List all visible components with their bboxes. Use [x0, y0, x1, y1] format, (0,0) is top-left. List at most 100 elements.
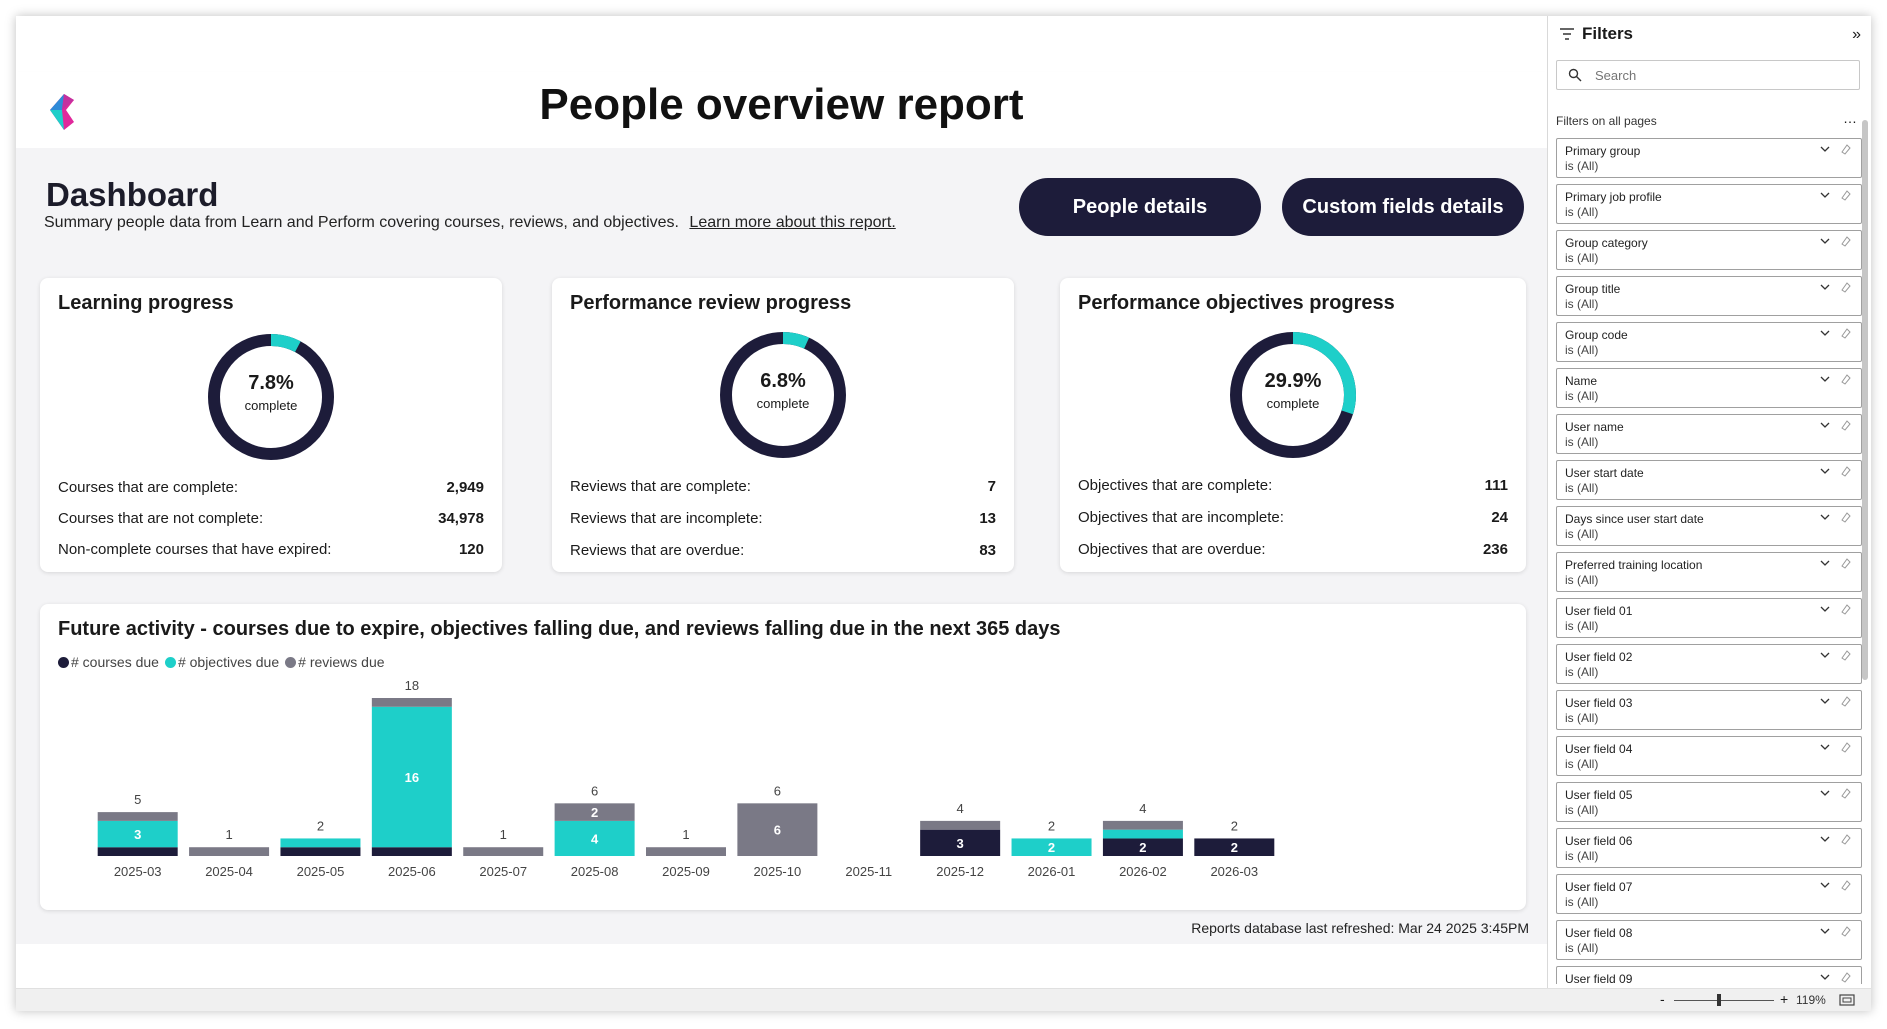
- bar-segment[interactable]: [554, 820, 635, 856]
- clear-filter-icon[interactable]: [1839, 143, 1851, 155]
- filter-card[interactable]: User field 02 is (All): [1556, 644, 1862, 684]
- bar-total-label: 4: [957, 801, 964, 816]
- chevron-down-icon[interactable]: [1819, 741, 1831, 753]
- filter-card[interactable]: Name is (All): [1556, 368, 1862, 408]
- collapse-filters-icon[interactable]: »: [1852, 26, 1861, 43]
- bar-segment[interactable]: [97, 820, 178, 848]
- filter-card[interactable]: Group code is (All): [1556, 322, 1862, 362]
- learn-more-link[interactable]: Learn more about this report.: [689, 214, 896, 231]
- filter-name: User field 07: [1565, 880, 1633, 894]
- bar-segment[interactable]: [737, 803, 818, 856]
- chevron-down-icon[interactable]: [1819, 833, 1831, 845]
- bar-segment[interactable]: [280, 847, 361, 856]
- filter-card[interactable]: Days since user start date is (All): [1556, 506, 1862, 546]
- bar-segment[interactable]: [1102, 838, 1183, 856]
- filter-card[interactable]: Group category is (All): [1556, 230, 1862, 270]
- chevron-down-icon[interactable]: [1819, 787, 1831, 799]
- zoom-out-button[interactable]: -: [1660, 991, 1665, 1007]
- chevron-down-icon[interactable]: [1819, 235, 1831, 247]
- bar-segment[interactable]: [1011, 838, 1092, 856]
- filters-scrollbar[interactable]: [1862, 120, 1868, 680]
- legend-item-reviews[interactable]: # reviews due: [285, 654, 385, 670]
- filter-card[interactable]: User field 06 is (All): [1556, 828, 1862, 868]
- filter-name: Primary job profile: [1565, 190, 1662, 204]
- bar-segment[interactable]: [920, 829, 1001, 856]
- bar-segment[interactable]: [554, 803, 635, 821]
- filter-card[interactable]: Preferred training location is (All): [1556, 552, 1862, 592]
- filter-card[interactable]: Primary job profile is (All): [1556, 184, 1862, 224]
- filter-card[interactable]: User name is (All): [1556, 414, 1862, 454]
- chevron-down-icon[interactable]: [1819, 281, 1831, 293]
- clear-filter-icon[interactable]: [1839, 511, 1851, 523]
- bar-segment[interactable]: [97, 847, 178, 856]
- clear-filter-icon[interactable]: [1839, 649, 1851, 661]
- bar-segment[interactable]: [371, 706, 452, 848]
- clear-filter-icon[interactable]: [1839, 879, 1851, 891]
- legend-item-objectives[interactable]: # objectives due: [164, 654, 279, 670]
- filter-card[interactable]: Primary group is (All): [1556, 138, 1862, 178]
- stat-row: Courses that are complete: 2,949: [58, 479, 484, 499]
- filter-card[interactable]: User field 05 is (All): [1556, 782, 1862, 822]
- people-details-button[interactable]: People details: [1019, 178, 1261, 236]
- bar-segment[interactable]: [1194, 838, 1275, 856]
- zoom-in-button[interactable]: +: [1780, 991, 1789, 1007]
- fit-to-page-icon[interactable]: [1839, 994, 1855, 1006]
- bar-segment[interactable]: [189, 847, 270, 856]
- chevron-down-icon[interactable]: [1819, 373, 1831, 385]
- clear-filter-icon[interactable]: [1839, 235, 1851, 247]
- custom-fields-details-button[interactable]: Custom fields details: [1282, 178, 1524, 236]
- chevron-down-icon[interactable]: [1819, 649, 1831, 661]
- chevron-down-icon[interactable]: [1819, 557, 1831, 569]
- chevron-down-icon[interactable]: [1819, 465, 1831, 477]
- bar-segment[interactable]: [1102, 829, 1183, 839]
- clear-filter-icon[interactable]: [1839, 787, 1851, 799]
- bar-segment[interactable]: [371, 847, 452, 856]
- donut-complete-arc: [208, 334, 334, 460]
- legend-item-courses[interactable]: # courses due: [58, 654, 159, 670]
- filter-card[interactable]: User field 08 is (All): [1556, 920, 1862, 960]
- bar-segment[interactable]: [463, 847, 544, 856]
- chevron-down-icon[interactable]: [1819, 971, 1831, 983]
- clear-filter-icon[interactable]: [1839, 281, 1851, 293]
- chevron-down-icon[interactable]: [1819, 327, 1831, 339]
- clear-filter-icon[interactable]: [1839, 695, 1851, 707]
- zoom-slider-track[interactable]: [1674, 1000, 1774, 1001]
- chevron-down-icon[interactable]: [1819, 925, 1831, 937]
- donut-label: complete: [756, 396, 810, 411]
- chevron-down-icon[interactable]: [1819, 603, 1831, 615]
- clear-filter-icon[interactable]: [1839, 833, 1851, 845]
- filters-search-input[interactable]: [1556, 60, 1860, 90]
- clear-filter-icon[interactable]: [1839, 971, 1851, 983]
- bar-segment[interactable]: [920, 820, 1001, 830]
- filter-card[interactable]: User field 04 is (All): [1556, 736, 1862, 776]
- zoom-slider-thumb[interactable]: [1717, 994, 1721, 1006]
- chevron-down-icon[interactable]: [1819, 511, 1831, 523]
- bar-segment[interactable]: [280, 838, 361, 848]
- clear-filter-icon[interactable]: [1839, 465, 1851, 477]
- clear-filter-icon[interactable]: [1839, 373, 1851, 385]
- filter-card[interactable]: User field 09is (All): [1556, 966, 1862, 984]
- clear-filter-icon[interactable]: [1839, 419, 1851, 431]
- bar-segment[interactable]: [1102, 820, 1183, 830]
- report-header: People overview report: [16, 72, 1547, 148]
- bar-segment[interactable]: [646, 847, 726, 856]
- bar-segment[interactable]: [371, 698, 452, 707]
- filter-card[interactable]: Group title is (All): [1556, 276, 1862, 316]
- chevron-down-icon[interactable]: [1819, 143, 1831, 155]
- clear-filter-icon[interactable]: [1839, 925, 1851, 937]
- filter-card[interactable]: User start date is (All): [1556, 460, 1862, 500]
- clear-filter-icon[interactable]: [1839, 603, 1851, 615]
- bar-segment[interactable]: [97, 812, 178, 821]
- clear-filter-icon[interactable]: [1839, 189, 1851, 201]
- filter-card[interactable]: User field 07 is (All): [1556, 874, 1862, 914]
- clear-filter-icon[interactable]: [1839, 741, 1851, 753]
- filter-card[interactable]: User field 03 is (All): [1556, 690, 1862, 730]
- clear-filter-icon[interactable]: [1839, 327, 1851, 339]
- more-options-icon[interactable]: …: [1843, 110, 1857, 126]
- chevron-down-icon[interactable]: [1819, 419, 1831, 431]
- filter-card[interactable]: User field 01 is (All): [1556, 598, 1862, 638]
- chevron-down-icon[interactable]: [1819, 695, 1831, 707]
- chevron-down-icon[interactable]: [1819, 189, 1831, 201]
- chevron-down-icon[interactable]: [1819, 879, 1831, 891]
- clear-filter-icon[interactable]: [1839, 557, 1851, 569]
